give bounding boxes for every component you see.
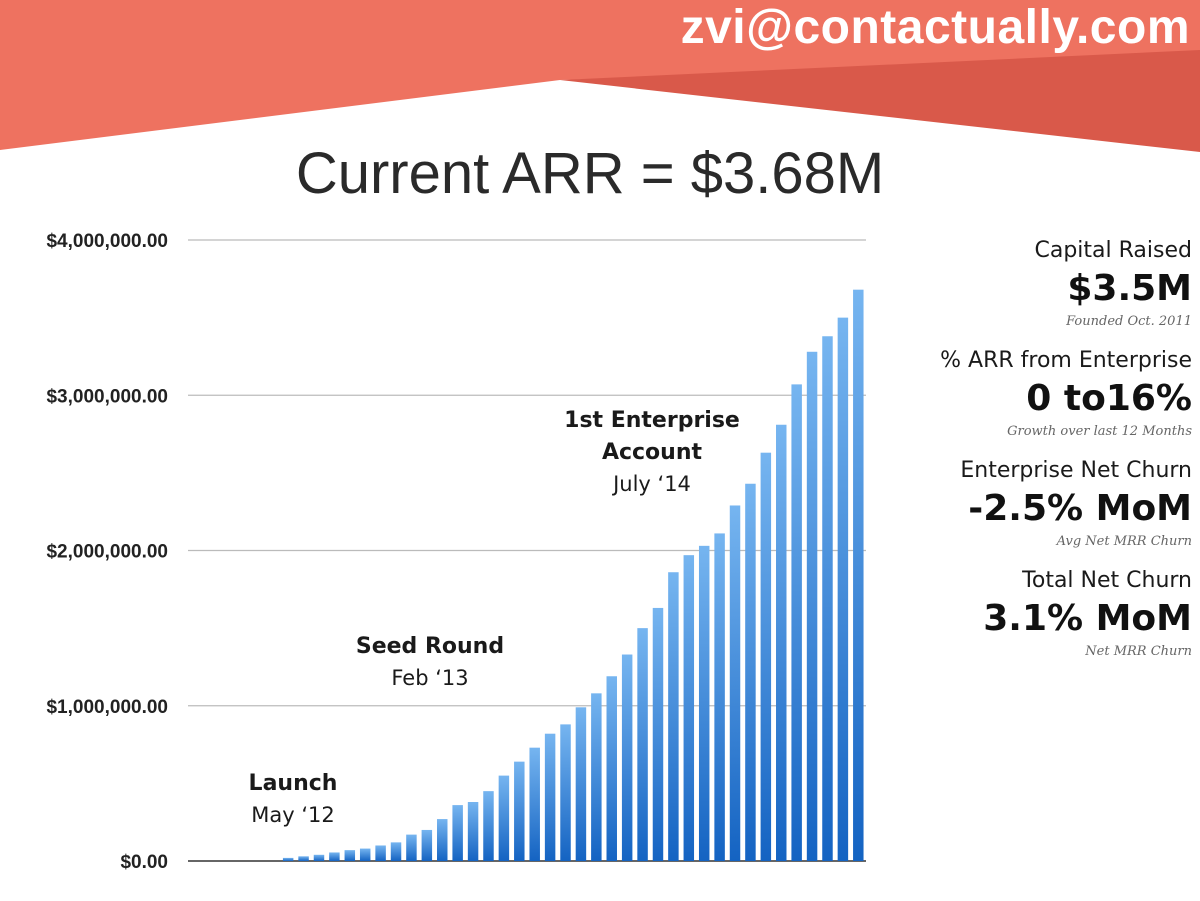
annotation: Seed Round Feb ‘13: [356, 634, 504, 690]
stat-note: Founded Oct. 2011: [1066, 314, 1192, 329]
bar: [575, 707, 587, 861]
annotation-text: Account: [602, 440, 703, 465]
annotation-text: Feb ‘13: [391, 666, 468, 690]
bar: [853, 289, 864, 861]
bar: [344, 850, 356, 861]
bar: [375, 845, 386, 861]
bar: [421, 829, 433, 861]
header-banner: [0, 0, 1200, 152]
stat-note: Net MRR Churn: [1085, 644, 1192, 659]
slide-title: Current ARR = $3.68M: [295, 141, 885, 206]
annotation-text: Launch: [249, 771, 338, 796]
bar: [776, 424, 787, 861]
bar: [329, 852, 340, 861]
bar: [591, 693, 602, 861]
bar: [806, 351, 818, 861]
bars: [282, 289, 864, 862]
bar: [406, 834, 417, 861]
stat-total-churn: Total Net Churn 3.1% MoM Net MRR Churn: [900, 566, 1192, 662]
bar: [822, 336, 833, 861]
bar: [729, 505, 741, 861]
annotation-text: May ‘12: [251, 803, 335, 827]
stat-label: Enterprise Net Churn: [960, 458, 1192, 483]
bar: [683, 555, 695, 861]
bar: [514, 761, 525, 861]
bar: [560, 724, 571, 861]
stats-panel: Capital Raised $3.5M Founded Oct. 2011 %…: [900, 236, 1192, 676]
bar: [544, 733, 556, 861]
y-tick-label: $0.00: [120, 852, 168, 873]
annotations: Launch May ‘12 Seed Round Feb ‘13 1st Enterp…: [249, 408, 740, 827]
bar: [791, 384, 802, 861]
bar: [606, 676, 617, 861]
bar: [621, 654, 633, 861]
bar: [298, 856, 309, 861]
bar: [652, 607, 664, 861]
stat-note: Growth over last 12 Months: [1007, 424, 1192, 439]
bar: [760, 452, 772, 861]
stat-value: 0 to16%: [1026, 378, 1192, 419]
y-tick-label: $2,000,000.00: [46, 542, 168, 563]
annotation-text: 1st Enterprise: [564, 408, 740, 433]
bar: [467, 802, 479, 861]
bar: [668, 572, 679, 861]
stat-label: Total Net Churn: [1022, 568, 1192, 593]
annotation-text: Seed Round: [356, 634, 504, 659]
bar: [714, 533, 725, 861]
y-axis-ticks: $4,000,000.00 $3,000,000.00 $2,000,000.00 $…: [46, 231, 168, 873]
bar: [698, 545, 710, 861]
bar: [837, 317, 849, 862]
annotation: Launch May ‘12: [249, 771, 338, 827]
stat-arr-enterprise: % ARR from Enterprise 0 to16% Growth ove…: [900, 346, 1192, 442]
stat-note: Avg Net MRR Churn: [1056, 534, 1192, 549]
annotation-text: July ‘14: [611, 472, 691, 496]
stat-enterprise-churn: Enterprise Net Churn -2.5% MoM Avg Net M…: [900, 456, 1192, 552]
contact-email: zvi@contactually.com: [680, 1, 1190, 54]
bar: [313, 854, 325, 861]
stat-label: % ARR from Enterprise: [940, 348, 1192, 373]
bar: [437, 819, 448, 861]
bar: [637, 628, 648, 862]
bar: [282, 857, 294, 861]
stat-value: $3.5M: [1067, 268, 1192, 309]
y-tick-label: $4,000,000.00: [46, 231, 168, 252]
arr-bar-chart: $4,000,000.00 $3,000,000.00 $2,000,000.00 $…: [46, 231, 866, 873]
bar: [745, 483, 756, 861]
stat-value: 3.1% MoM: [983, 598, 1192, 639]
bar: [359, 848, 371, 861]
stat-label: Capital Raised: [1034, 238, 1193, 263]
annotation: 1st Enterprise Account July ‘14: [564, 408, 740, 496]
bar: [390, 842, 402, 861]
bar: [452, 805, 463, 861]
bar: [529, 747, 540, 861]
stat-capital-raised: Capital Raised $3.5M Founded Oct. 2011: [900, 236, 1193, 332]
stat-value: -2.5% MoM: [968, 488, 1192, 529]
y-tick-label: $1,000,000.00: [46, 697, 168, 718]
bar: [498, 775, 510, 861]
bar: [483, 791, 494, 861]
y-tick-label: $3,000,000.00: [46, 386, 168, 407]
